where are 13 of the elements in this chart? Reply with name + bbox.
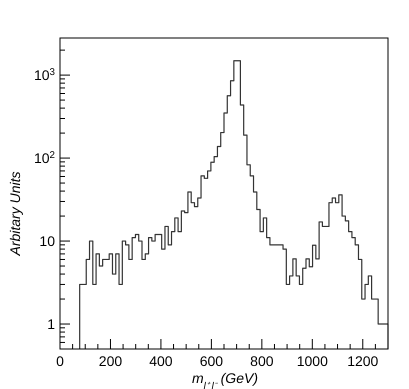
x-tick-label: 0 [56, 353, 64, 369]
y-tick-label: 10 [39, 233, 56, 250]
y-axis-title: Arbitary Units [7, 171, 23, 257]
x-tick-label: 600 [200, 353, 224, 369]
x-tick-label: 400 [149, 353, 173, 369]
y-tick-label: 10$^{2}$ [34, 150, 55, 166]
x-tick-label: 800 [250, 353, 274, 369]
y-tick-label: 1 [47, 316, 56, 332]
y-tick-label: 10$^{3}$ [34, 66, 56, 84]
x-tick-label: 1200 [347, 353, 379, 369]
x-tick-label: 1000 [296, 353, 328, 369]
x-tick-label: 200 [98, 353, 122, 369]
x-axis-title: m$_{l⁺ l⁻}$ (GeV) [192, 370, 258, 389]
